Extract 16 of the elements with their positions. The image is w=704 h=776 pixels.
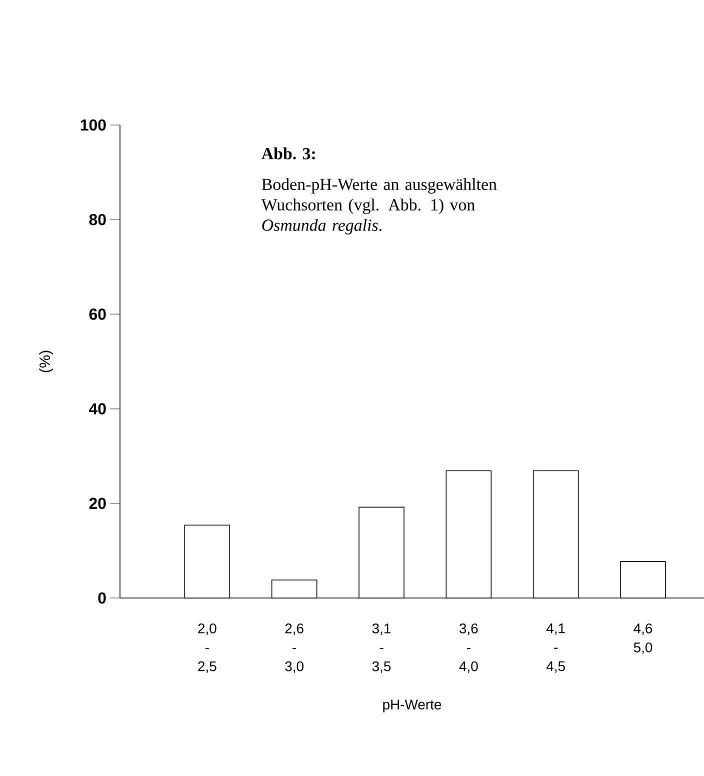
text: Abb. 3: bbox=[262, 147, 315, 160]
x-tick-label: 4,6 5,0 bbox=[634, 624, 652, 654]
y-tick-label: 100 bbox=[80, 119, 106, 131]
y-tick-label: 0 bbox=[98, 592, 106, 604]
x-tick-label: 2,0 - 2,5 bbox=[198, 624, 216, 673]
x-tick-label: 3,6 - 4,0 bbox=[459, 624, 478, 673]
y-tick-label: 60 bbox=[89, 308, 106, 320]
y-tick-label: 80 bbox=[89, 214, 106, 226]
y-tick-label: 40 bbox=[88, 403, 106, 414]
x-tick-label: 4,1 - 4,5 bbox=[546, 624, 565, 673]
x-axis-title: pH-Werte bbox=[383, 700, 442, 712]
y-tick-label: 20 bbox=[89, 498, 106, 510]
x-tick-label: 2,6 - 3,0 bbox=[285, 624, 304, 673]
x-tick-label: 3,1 - 3,5 bbox=[372, 624, 391, 673]
text: Boden-pH-Werte an ausgewählten Wuchsorten (vgl. Abb. 1) von Osmunda regalis. bbox=[261, 178, 497, 234]
y-axis-title: (%) bbox=[39, 350, 54, 372]
